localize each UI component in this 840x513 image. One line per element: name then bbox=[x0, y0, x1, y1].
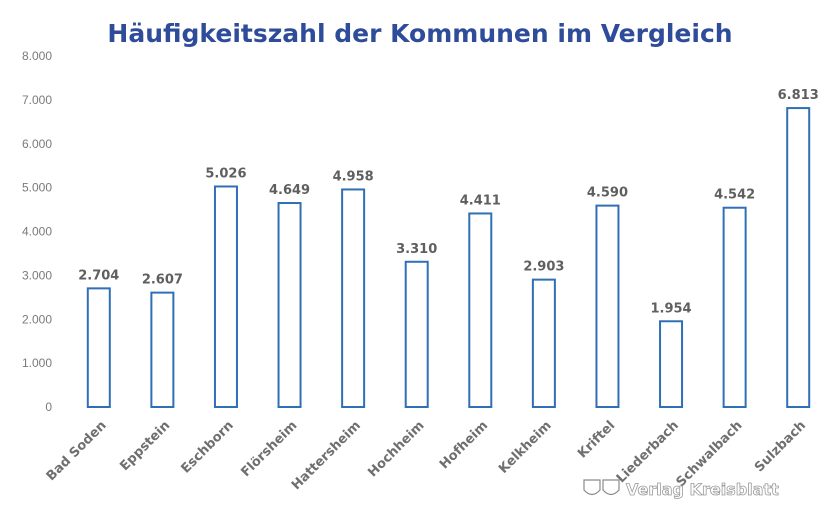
x-tick-label: Liederbach bbox=[614, 418, 682, 486]
data-label: 2.607 bbox=[142, 273, 183, 288]
y-axis: 0 1.000 2.000 3.000 4.000 5.000 6.000 7.000 8.00… bbox=[22, 49, 52, 414]
y-tick-label: 1.000 bbox=[22, 356, 52, 370]
x-tick-label: Eppstein bbox=[117, 418, 173, 474]
y-tick-label: 5.000 bbox=[22, 181, 52, 195]
chart-title: Häufigkeitszahl der Kommunen im Vergleic… bbox=[107, 19, 732, 48]
bar-sulzbach bbox=[786, 107, 811, 409]
data-label: 4.590 bbox=[587, 186, 628, 201]
y-tick-label: 0 bbox=[45, 400, 52, 414]
bar-kriftel bbox=[595, 204, 620, 408]
watermark: Verlag Kreisblatt bbox=[583, 479, 779, 499]
x-tick-label: Sulzbach bbox=[752, 418, 809, 475]
bars-group bbox=[86, 107, 811, 409]
x-tick-label: Eschborn bbox=[178, 418, 236, 476]
bar-hochheim bbox=[404, 260, 429, 408]
data-label: 5.026 bbox=[205, 166, 246, 181]
x-tick-label: Kriftel bbox=[575, 418, 618, 461]
data-label: 4.411 bbox=[460, 193, 501, 208]
y-tick-label: 6.000 bbox=[22, 137, 52, 151]
bar-bad-soden bbox=[86, 287, 111, 408]
bar-schwalbach bbox=[722, 206, 747, 408]
bar-hattersheim bbox=[341, 188, 366, 408]
bar-eppstein bbox=[150, 291, 175, 409]
data-label: 4.649 bbox=[269, 183, 310, 198]
y-tick-label: 4.000 bbox=[22, 225, 52, 239]
y-tick-label: 2.000 bbox=[22, 312, 52, 326]
y-tick-label: 7.000 bbox=[22, 93, 52, 107]
bar-kelkheim bbox=[531, 278, 556, 409]
bar-fl-rsheim bbox=[277, 202, 302, 408]
data-labels-group: 2.704 2.607 5.026 4.649 4.958 3.310 4.411 2.903… bbox=[78, 88, 819, 316]
watermark-text: Verlag Kreisblatt bbox=[626, 480, 779, 499]
y-tick-label: 3.000 bbox=[22, 268, 52, 282]
data-label: 4.958 bbox=[333, 169, 374, 184]
x-tick-label: Hattersheim bbox=[289, 418, 364, 493]
data-label: 6.813 bbox=[778, 88, 819, 103]
data-label: 2.704 bbox=[78, 268, 119, 283]
data-label: 4.542 bbox=[714, 188, 755, 203]
crest-icon bbox=[583, 479, 620, 496]
data-label: 3.310 bbox=[396, 242, 437, 257]
bar-hofheim bbox=[468, 212, 493, 408]
x-tick-label: Bad Soden bbox=[44, 418, 110, 484]
data-label: 2.903 bbox=[523, 260, 564, 275]
y-tick-label: 8.000 bbox=[22, 49, 52, 63]
bar-liederbach bbox=[659, 320, 684, 408]
data-label: 1.954 bbox=[650, 301, 691, 316]
x-tick-label: Flörsheim bbox=[238, 418, 300, 480]
x-tick-label: Hofheim bbox=[437, 418, 491, 472]
x-tick-label: Kelkheim bbox=[496, 418, 555, 477]
bar-eschborn bbox=[213, 185, 238, 408]
x-tick-label: Hochheim bbox=[365, 418, 427, 480]
